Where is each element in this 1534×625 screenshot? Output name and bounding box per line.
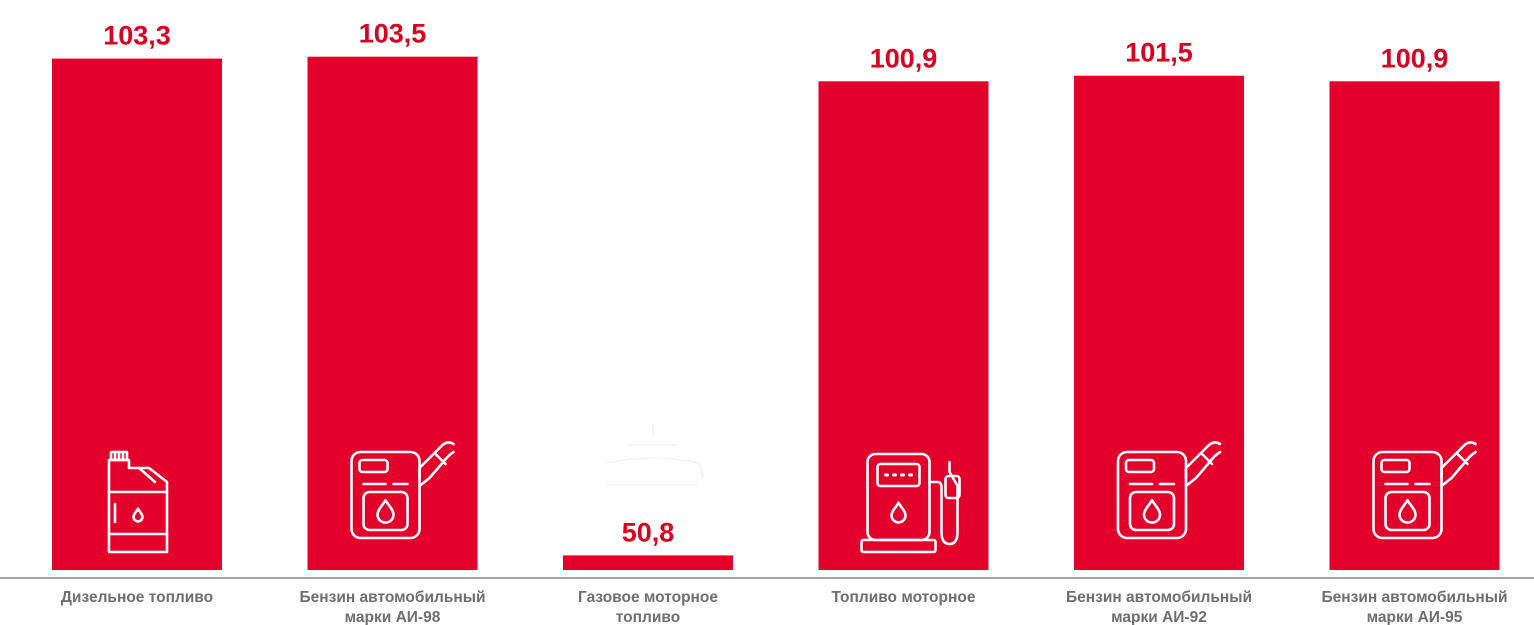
bar-1 — [52, 58, 222, 570]
jerrycan-icon — [107, 450, 169, 554]
bar-6 — [1329, 81, 1500, 571]
value-label-4: 100,9 — [870, 43, 938, 73]
fuel-can-icon — [1372, 441, 1477, 540]
fuel-can-icon — [350, 441, 455, 540]
bars — [52, 56, 1500, 571]
value-label-2: 103,5 — [359, 19, 427, 49]
category-label-3: Газовое моторное топливо — [578, 589, 718, 625]
value-label-1: 103,3 — [103, 21, 171, 51]
bar-3 — [563, 555, 733, 570]
category-labels: Дизельное топливо Бензин автомобильный мар… — [61, 589, 1508, 625]
fuel-pump-icon — [860, 452, 961, 554]
category-label-2: Бензин автомобильный марки АИ-98 — [300, 589, 486, 625]
value-label-6: 100,9 — [1381, 43, 1449, 73]
value-label-5: 101,5 — [1125, 38, 1193, 68]
category-label-6: Бензин автомобильный марки АИ-95 — [1322, 589, 1508, 625]
value-labels: 103,3 103,5 50,8 100,9 101,5 100,9 — [103, 19, 1448, 548]
gas-cylinder-icon — [606, 424, 704, 486]
category-label-5: Бензин автомобильный марки АИ-92 — [1066, 589, 1252, 625]
value-label-3: 50,8 — [622, 517, 675, 547]
bar-5 — [1074, 75, 1244, 570]
bar-4 — [818, 81, 989, 571]
category-label-4: Топливо моторное — [832, 589, 976, 606]
bar-icons — [107, 424, 1477, 554]
fuel-can-icon — [1116, 441, 1222, 540]
category-label-1: Дизельное топливо — [61, 589, 213, 606]
